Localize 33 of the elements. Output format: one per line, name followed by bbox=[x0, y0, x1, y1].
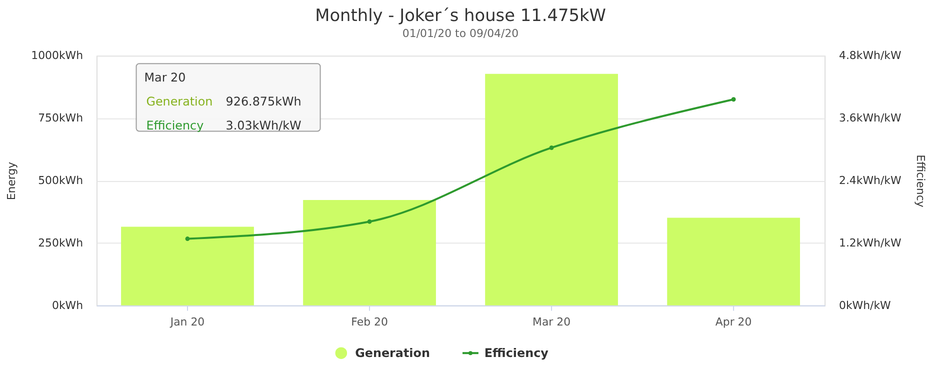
x-tick-label: Mar 20 bbox=[532, 316, 571, 329]
y2-tick-label: 1.2kWh/kW bbox=[838, 236, 902, 250]
point bbox=[185, 236, 190, 241]
y2-tick-label: 0kWh/kW bbox=[838, 298, 892, 312]
y2-tick-label: 3.6kWh/kW bbox=[838, 112, 902, 125]
y-tick-label: 250kWh bbox=[38, 236, 84, 250]
point bbox=[549, 146, 554, 150]
y-tick-label: 0kWh bbox=[52, 298, 84, 312]
chart-subtitle: 01/01/20 to 09/04/20 bbox=[402, 26, 519, 40]
y2-axis-title: Efficiency bbox=[914, 154, 928, 208]
y-tick-label: 750kWh bbox=[38, 112, 84, 125]
annotation: Generation bbox=[146, 94, 213, 108]
x-tick-label: Apr 20 bbox=[715, 316, 752, 329]
legend-label: Generation bbox=[355, 346, 430, 360]
point bbox=[731, 97, 736, 102]
annotation: 926.875kWh bbox=[226, 94, 302, 108]
bar bbox=[485, 74, 618, 306]
annotation: 3.03kWh/kW bbox=[226, 118, 302, 132]
annotation: Efficiency bbox=[146, 118, 204, 132]
bar bbox=[667, 218, 800, 306]
y2-tick-label: 4.8kWh/kW bbox=[838, 49, 902, 62]
y-tick-label: 1000kWh bbox=[31, 49, 84, 62]
bar bbox=[121, 226, 254, 306]
y-axis-title: Energy bbox=[5, 161, 18, 200]
point bbox=[367, 219, 372, 224]
y2-tick-label: 2.4kWh/kW bbox=[838, 174, 902, 187]
annotation: Mar 20 bbox=[144, 70, 186, 85]
x-tick-label: Jan 20 bbox=[169, 316, 205, 329]
x-tick-label: Feb 20 bbox=[351, 316, 388, 329]
bar bbox=[303, 200, 436, 306]
y-tick-label: 500kWh bbox=[38, 174, 84, 187]
legend-label: Efficiency bbox=[484, 346, 549, 360]
chart-title: Monthly - Joker´s house 11.475kW bbox=[315, 4, 606, 25]
